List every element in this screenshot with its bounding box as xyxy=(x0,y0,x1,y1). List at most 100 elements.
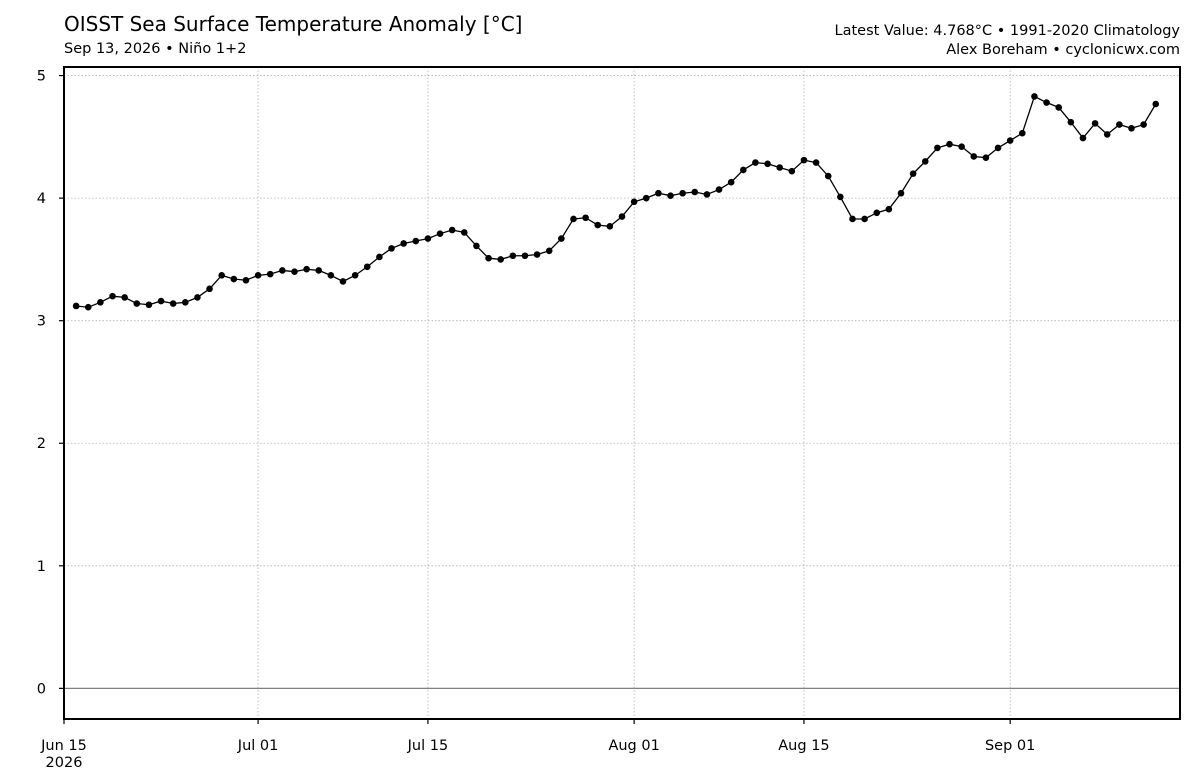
chart-subtitle: Sep 13, 2026 • Niño 1+2 xyxy=(64,41,247,57)
x-tick-label: Aug 15 xyxy=(778,738,829,754)
x-tick-label: Jun 15 xyxy=(40,738,87,754)
data-point xyxy=(837,193,844,201)
data-point xyxy=(921,158,929,165)
data-point xyxy=(727,178,735,186)
data-point xyxy=(388,245,395,252)
data-point xyxy=(448,226,456,234)
data-point xyxy=(351,272,359,279)
data-point xyxy=(461,229,468,236)
series-line xyxy=(76,95,1157,308)
data-point xyxy=(667,192,674,199)
y-tick-label: 2 xyxy=(37,436,46,452)
data-point xyxy=(72,302,80,310)
data-point xyxy=(533,251,541,258)
data-point xyxy=(958,143,965,150)
data-point xyxy=(315,267,323,274)
data-point xyxy=(303,265,310,273)
latest-value-label: Latest Value: 4.768°C • 1991-2020 Climat… xyxy=(834,23,1180,39)
y-tick-label: 4 xyxy=(37,191,46,207)
grid-layer xyxy=(64,67,1180,719)
data-point xyxy=(618,213,626,220)
data-point xyxy=(582,214,589,222)
data-point xyxy=(691,188,699,196)
data-point xyxy=(970,153,978,160)
data-point xyxy=(327,272,335,279)
data-point xyxy=(1043,99,1050,106)
data-point xyxy=(230,275,238,283)
data-point xyxy=(703,191,711,198)
data-point xyxy=(1055,104,1062,111)
data-point xyxy=(679,189,686,197)
y-tick-label: 1 xyxy=(37,559,46,575)
data-point xyxy=(133,300,141,307)
data-point xyxy=(946,140,953,148)
data-point xyxy=(545,247,553,255)
data-point xyxy=(497,256,505,263)
data-point xyxy=(558,235,565,242)
x-tick-label: Jul 15 xyxy=(407,738,449,754)
data-point xyxy=(1031,93,1038,100)
data-point xyxy=(606,223,614,230)
data-point xyxy=(1067,118,1075,126)
data-point xyxy=(218,272,225,279)
chart-title: OISST Sea Surface Temperature Anomaly [°… xyxy=(64,12,523,36)
data-point xyxy=(412,237,420,245)
data-point xyxy=(764,160,771,168)
data-point xyxy=(740,166,747,174)
data-point xyxy=(934,144,941,152)
data-point xyxy=(982,154,990,161)
data-point xyxy=(400,240,407,247)
data-point xyxy=(145,301,153,309)
data-point xyxy=(909,170,917,177)
credit-label: Alex Boreham • cyclonicwx.com xyxy=(946,42,1180,58)
data-point xyxy=(436,230,444,237)
data-point xyxy=(121,294,128,301)
data-point xyxy=(1140,121,1147,128)
data-point xyxy=(1006,137,1014,144)
data-point xyxy=(473,242,480,250)
data-point xyxy=(194,294,201,301)
data-point xyxy=(752,159,759,166)
data-point xyxy=(642,194,650,202)
data-point xyxy=(1116,121,1123,128)
data-point xyxy=(1152,100,1160,108)
data-point xyxy=(242,276,250,284)
data-point xyxy=(788,167,796,175)
data-point xyxy=(485,254,492,262)
data-point xyxy=(254,272,262,279)
data-point xyxy=(861,215,868,223)
data-point xyxy=(1079,134,1087,142)
data-point xyxy=(157,297,165,305)
x-tick-label: Aug 01 xyxy=(608,738,659,754)
data-point xyxy=(279,267,286,274)
data-point xyxy=(812,159,820,166)
data-point xyxy=(570,215,577,223)
x-tick-sublabel: 2026 xyxy=(46,755,83,771)
x-tick-label: Jul 01 xyxy=(237,738,279,754)
series-layer xyxy=(72,93,1160,311)
data-point xyxy=(655,189,662,197)
data-point xyxy=(109,292,116,300)
plot-frame xyxy=(63,66,1181,720)
data-point xyxy=(1103,131,1111,138)
data-point xyxy=(182,299,189,306)
data-point xyxy=(509,252,517,260)
data-point xyxy=(849,215,856,223)
y-tick-label: 3 xyxy=(37,314,46,330)
data-point xyxy=(873,209,881,217)
data-point xyxy=(97,299,104,306)
data-point xyxy=(84,303,92,311)
data-point xyxy=(885,205,893,213)
data-point xyxy=(630,198,638,206)
data-point xyxy=(715,186,723,193)
data-point xyxy=(897,189,905,197)
data-point xyxy=(1128,124,1135,132)
data-point xyxy=(206,285,213,293)
data-point xyxy=(800,156,808,164)
data-point xyxy=(824,172,832,180)
data-point xyxy=(594,221,602,229)
data-point xyxy=(363,263,371,271)
x-tick-label: Sep 01 xyxy=(985,738,1035,754)
